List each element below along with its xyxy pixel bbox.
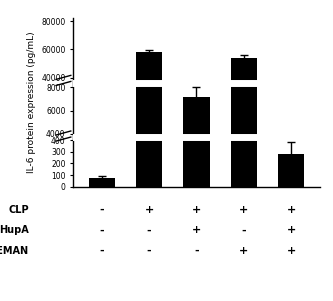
Text: +: +	[239, 205, 248, 215]
Text: +: +	[239, 246, 248, 256]
Text: -: -	[241, 225, 246, 235]
Text: +: +	[145, 205, 154, 215]
Text: TIEMAN: TIEMAN	[0, 246, 29, 256]
Bar	[231, 58, 257, 187]
Text: -: -	[194, 246, 199, 256]
Y-axis label: IL-6 protein expression (pg/mL): IL-6 protein expression (pg/mL)	[27, 32, 36, 173]
Text: +: +	[287, 205, 296, 215]
Text: +: +	[287, 225, 296, 235]
Text: -: -	[147, 246, 152, 256]
Text: -: -	[147, 225, 152, 235]
Bar	[183, 97, 209, 187]
Text: HupA: HupA	[0, 225, 29, 235]
Text: +: +	[287, 246, 296, 256]
Bar	[136, 52, 162, 187]
Text: -: -	[99, 225, 104, 235]
Text: CLP: CLP	[8, 205, 29, 215]
Text: +: +	[192, 225, 201, 235]
Text: -: -	[99, 246, 104, 256]
Bar	[89, 178, 115, 187]
Text: -: -	[99, 205, 104, 215]
Bar	[278, 154, 304, 187]
Text: +: +	[192, 205, 201, 215]
